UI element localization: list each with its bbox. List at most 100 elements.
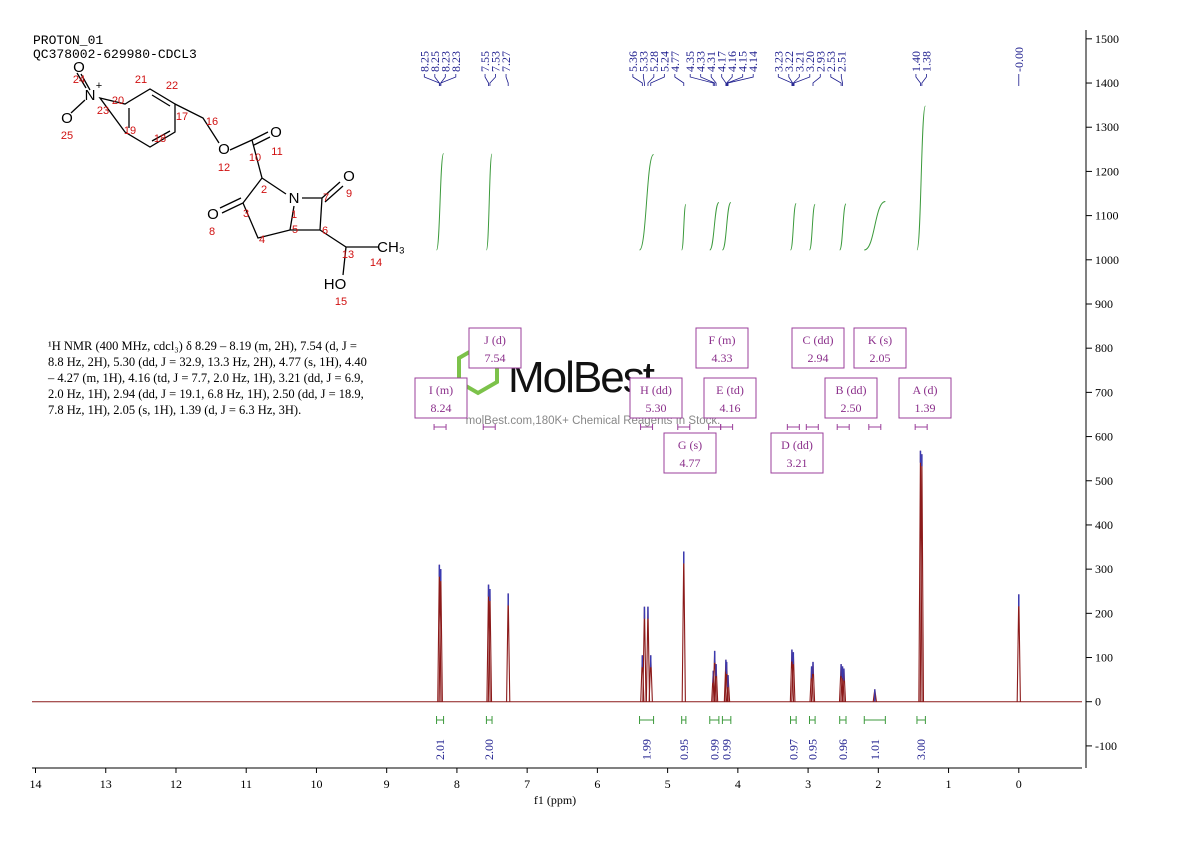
peak-label-leader xyxy=(440,74,457,86)
y-tick-label: 600 xyxy=(1095,430,1113,444)
peak-label-leader xyxy=(793,74,811,86)
integral-bracket xyxy=(790,716,797,724)
atom: N xyxy=(85,87,96,104)
x-tick-label: 4 xyxy=(735,777,741,791)
x-tick-label: 3 xyxy=(805,777,811,791)
atom-number: 25 xyxy=(61,130,73,142)
integral-label: 0.96 xyxy=(836,739,850,760)
y-tick-label: 1500 xyxy=(1095,32,1119,46)
multiplet-shift: 3.21 xyxy=(787,456,808,470)
peak-label: 8.23 xyxy=(438,51,452,72)
atom-number: 19 xyxy=(124,125,136,137)
atom-number: 13 xyxy=(342,249,354,261)
multiplet-name: I (m) xyxy=(429,383,453,397)
peak xyxy=(642,606,647,702)
x-tick-label: 14 xyxy=(30,777,42,791)
peak-label: 5.24 xyxy=(657,51,671,72)
peak-label: 4.31 xyxy=(704,51,718,72)
multiplet-shift: 4.16 xyxy=(720,401,741,415)
x-tick-label: 2 xyxy=(875,777,881,791)
integral-bracket xyxy=(839,716,847,724)
peak-label-leader xyxy=(689,74,714,86)
multiplet-shift: 2.50 xyxy=(841,401,862,415)
multiplet-name: K (s) xyxy=(868,333,892,347)
x-tick-label: 9 xyxy=(384,777,390,791)
atom-number: 9 xyxy=(346,188,352,200)
peak-label-leader xyxy=(642,74,645,86)
multiplet-name: G (s) xyxy=(678,438,702,452)
x-tick-label: 6 xyxy=(594,777,600,791)
integral-curve xyxy=(639,153,655,251)
atom-number: 22 xyxy=(166,80,178,92)
peak-label: 4.35 xyxy=(683,51,697,72)
peak-label: 5.33 xyxy=(636,51,650,72)
y-tick-label: 1200 xyxy=(1095,164,1119,178)
integral-label: 0.95 xyxy=(677,739,691,760)
atom-number: 21 xyxy=(135,74,147,86)
peak-label: 7.53 xyxy=(489,51,503,72)
integral-bracket xyxy=(916,716,926,724)
peak-label: 3.20 xyxy=(803,51,817,72)
integral-curve xyxy=(839,203,847,251)
integral-curve xyxy=(436,153,445,251)
peak xyxy=(840,666,845,702)
peak-label: 8.23 xyxy=(449,51,463,72)
peak-label: 4.33 xyxy=(694,51,708,72)
structure-bonds xyxy=(70,72,378,276)
multiplet-marker xyxy=(914,424,928,430)
multiplet-marker xyxy=(805,424,819,430)
multiplet-shift: 2.94 xyxy=(808,351,829,365)
multiplet-name: E (td) xyxy=(716,383,744,397)
integral-curve xyxy=(790,202,797,251)
multiplet-marker xyxy=(786,424,800,430)
peak xyxy=(809,666,814,702)
atom-number: 16 xyxy=(206,116,218,128)
atom-number: 17 xyxy=(176,111,188,123)
multiplet-name: D (dd) xyxy=(781,438,813,452)
x-tick-label: 1 xyxy=(946,777,952,791)
y-tick-label: 300 xyxy=(1095,562,1113,576)
multiplet-shift: 7.54 xyxy=(485,351,506,365)
atom-number: 18 xyxy=(154,133,166,145)
peak-label: 4.16 xyxy=(725,51,739,72)
peak-label-leader xyxy=(726,74,744,86)
integral-bracket xyxy=(721,716,732,724)
peak xyxy=(506,593,511,702)
multiplet-marker xyxy=(482,424,496,430)
integral-label: 0.99 xyxy=(720,739,734,760)
peak xyxy=(810,661,816,702)
y-tick-label: 1300 xyxy=(1095,120,1119,134)
y-tick-label: 1400 xyxy=(1095,76,1119,90)
peak-label-leader xyxy=(788,74,794,86)
y-tick-label: 700 xyxy=(1095,385,1113,399)
multiplet-name: C (dd) xyxy=(803,333,834,347)
peak-label: 2.53 xyxy=(824,51,838,72)
integral-label: 2.01 xyxy=(433,739,447,760)
atom: O xyxy=(343,168,355,185)
peak-label-leader xyxy=(792,74,800,86)
integral-curve xyxy=(916,105,926,251)
atom: O xyxy=(61,110,73,127)
multiplet-box xyxy=(663,432,717,474)
peak-label-leader xyxy=(484,74,489,86)
multiplet-marker xyxy=(868,424,882,430)
peak xyxy=(1016,594,1021,702)
peak-label: 7.27 xyxy=(499,51,513,72)
integral-bracket xyxy=(485,716,493,724)
multiplet-name: A (d) xyxy=(913,383,938,397)
peak-label-leader xyxy=(921,74,927,86)
atom-number: 12 xyxy=(218,162,230,174)
multiplet-marker xyxy=(640,424,654,430)
peak-label: 2.93 xyxy=(813,51,827,72)
x-tick-label: 10 xyxy=(310,777,322,791)
multiplet-name: F (m) xyxy=(709,333,736,347)
atom-number: 24 xyxy=(73,74,85,86)
y-tick-label: 900 xyxy=(1095,297,1113,311)
peak-label-leader xyxy=(440,74,446,86)
multiplet-box xyxy=(791,327,845,369)
multiplet-shift: 5.30 xyxy=(646,401,667,415)
peak-label-leader xyxy=(489,74,496,86)
atom-number: 11 xyxy=(271,146,282,158)
nmr-description: ¹H NMR (400 MHz, cdcl₃) δ 8.29 – 8.19 (m… xyxy=(48,339,367,417)
